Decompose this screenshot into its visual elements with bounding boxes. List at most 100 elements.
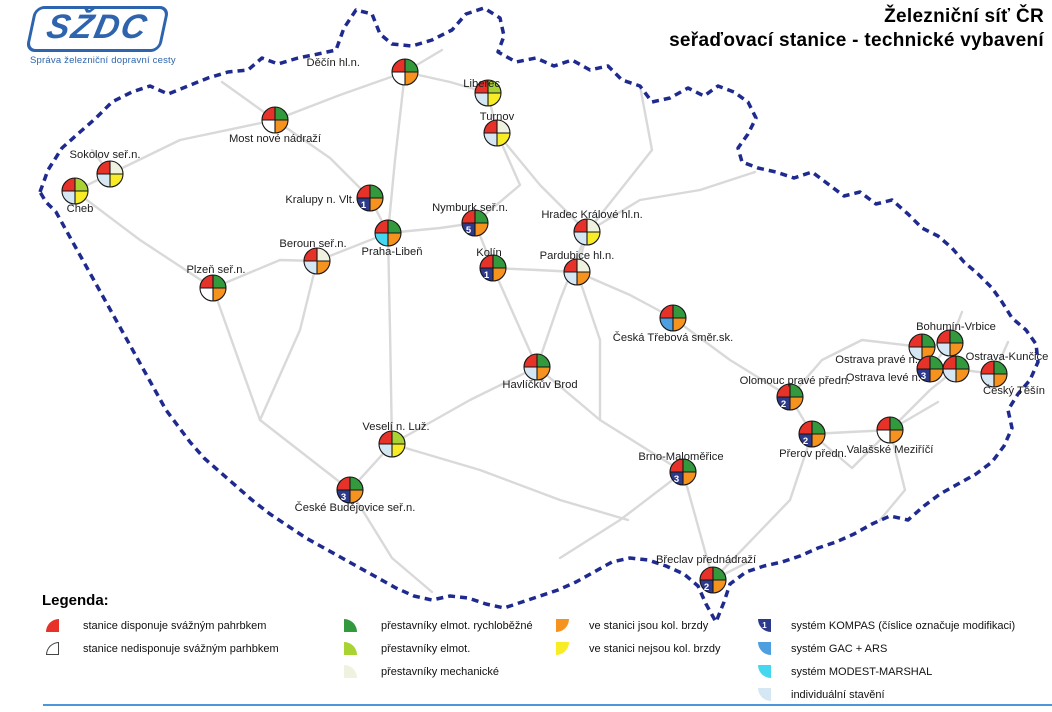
station-marker: Praha-Libeň [362,219,422,258]
pie-quadrant-sw [200,288,213,301]
station-marker: Český Těšín [980,360,1045,397]
pie-quadrant-se [497,133,510,146]
station-marker: Havlíčkův Brod [502,353,578,391]
station-label: Turnov [480,111,515,123]
pie-quadrant-sw [262,120,275,133]
pie-quadrant-sw [484,133,497,146]
pie-quadrant-ne [488,80,501,93]
legend-label: systém KOMPAS (číslice označuje modifika… [791,619,1016,632]
station-label: Česká Třebová směr.sk. [613,331,733,344]
pie-quadrant-nw [375,220,388,233]
pie-quadrant-nw [379,431,392,444]
station-label: Liberec [463,78,500,90]
pie-quadrant-ne [673,305,686,318]
pie-quadrant-sw [379,444,392,457]
pie-quadrant-ne [922,334,935,347]
pie-quadrant-sw [574,232,587,245]
pie-quadrant-nw [484,120,497,133]
pie-quadrant-ne [350,477,363,490]
station-label: Beroun seř.n. [279,238,346,250]
legend-item: ve stanici jsou kol. brzdy [556,614,720,637]
station-label: Valašské Meziříčí [847,444,935,456]
station-marker: 3 Brno-Maloměřice [638,451,724,486]
pie-quadrant-nw [574,219,587,232]
station-label: Ostrava-Kunčice [966,351,1049,363]
pie-quadrant-nw [700,567,713,580]
pie-quadrant-nw [937,330,950,343]
pie-quadrant-se [388,233,401,246]
station-label: Ostrava levé n. [846,372,921,384]
pie-quadrant-ne [497,120,510,133]
pie-quadrant-se [493,268,506,281]
kompas-modification-number: 2 [704,582,709,593]
pie-quadrant-se [673,318,686,331]
pie-quadrant-se [275,120,288,133]
pie-quadrant-nw [909,334,922,347]
pie-quadrant-sw [304,261,317,274]
kompas-modification-number: 3 [341,492,346,503]
station-marker: Hradec Králové hl.n. [541,209,643,246]
pie-quadrant-ne [370,185,383,198]
legend-label: stanice disponuje svážným pahrbkem [83,619,267,632]
pie-quadrant-nw [262,107,275,120]
station-marker: 5 Nymburk seř.n. [432,202,508,237]
station-label: Pardubice hl.n. [540,250,615,262]
station-marker: Beroun seř.n. [279,238,347,275]
legend-swatch-number: 1 [762,620,767,630]
legend-label: systém MODEST-MARSHAL [791,665,933,678]
pie-quadrant-sw [357,198,370,211]
legend-swatch-sw [758,688,771,701]
legend-label: stanice nedisponuje svážným parhbkem [83,642,279,655]
station-label: Bohumín-Vrbice [916,321,996,333]
pie-quadrant-nw [200,275,213,288]
pie-quadrant-nw [524,354,537,367]
pie-quadrant-se [890,430,903,443]
station-marker: Plzeň seř.n. [186,264,246,302]
station-marker: Liberec [463,78,502,107]
pie-quadrant-nw [337,477,350,490]
station-label: Olomouc pravé předn. [740,375,851,387]
legend-group-point-machines: přestavníky elmot. rychloběžné přestavník… [344,614,533,683]
pie-quadrant-ne [790,384,803,397]
pie-quadrant-se [950,343,963,356]
station-marker: Veselí n. Luž. [362,421,430,458]
pie-quadrant-ne [683,459,696,472]
railway-network [73,48,1010,594]
legend-label: systém GAC + ARS [791,642,888,655]
pie-quadrant-ne [890,417,903,430]
station-marker: 1 Kolín [476,247,507,282]
pie-quadrant-nw [97,161,110,174]
kompas-modification-number: 3 [921,371,926,382]
pie-quadrant-ne [75,178,88,191]
pie-quadrant-sw [62,191,75,204]
legend-swatch-sw: 1 [758,619,771,632]
pie-quadrant-se [790,397,803,410]
map-title-line1: Železniční síť ČR [884,6,1044,27]
station-label: Cheb [67,203,94,215]
pie-quadrant-ne [317,248,330,261]
legend-item: systém GAC + ARS [758,637,1015,660]
kompas-modification-number: 3 [674,474,679,485]
pie-quadrant-sw [462,223,475,236]
station-marker: Cheb [61,177,94,215]
station-label: Havlíčkův Brod [502,379,577,391]
kompas-modification-number: 2 [803,436,808,447]
kompas-modification-number: 2 [781,399,786,410]
legend-swatch-sw [758,665,771,678]
station-marker: 2 Břeclav přednádraží [656,554,757,594]
station-label: Kolín [476,247,502,259]
pie-quadrant-nw [877,417,890,430]
legend-item: systém MODEST-MARSHAL [758,660,1015,683]
station-label: Nymburk seř.n. [432,202,508,214]
station-label: Přerov předn. [779,448,847,460]
legend-item: přestavníky elmot. [344,637,533,660]
map-title: Železniční síť ČR seřaďovací stanice - t… [669,6,1044,52]
pie-quadrant-sw [937,343,950,356]
pie-quadrant-se [577,272,590,285]
pie-quadrant-ne [930,356,943,369]
station-marker: Bohumín-Vrbice [916,321,996,357]
pie-quadrant-ne [994,361,1007,374]
